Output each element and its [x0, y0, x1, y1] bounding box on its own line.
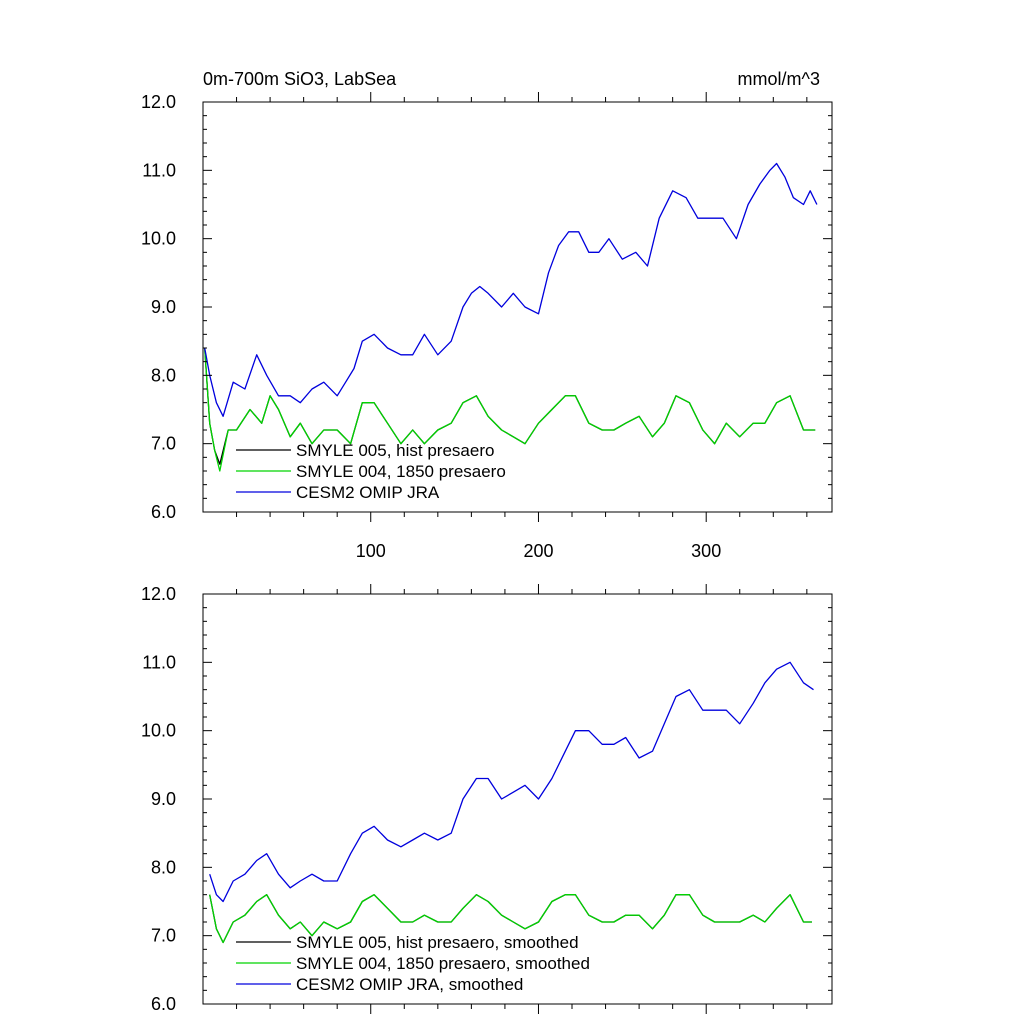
series-layer [204, 162, 818, 472]
y-tick-label: 12.0 [141, 584, 176, 604]
y-tick-label: 10.0 [141, 721, 176, 741]
legend-label: SMYLE 004, 1850 presaero [296, 462, 506, 481]
legend-label: CESM2 OMIP JRA [296, 483, 440, 502]
legend: SMYLE 005, hist presaero, smoothed SMYLE … [236, 933, 590, 994]
y-tick-label: 8.0 [151, 365, 176, 385]
series-line-smyle-004-1850-presaero [204, 347, 816, 472]
axes: 6.0 7.0 8.0 9.0 10.0 11.0 12.0 [141, 584, 832, 1014]
y-tick-label: 12.0 [141, 92, 176, 112]
y-tick-label: 7.0 [151, 926, 176, 946]
panel-title: 0m-700m SiO3, LabSea [203, 69, 397, 89]
y-tick-label: 8.0 [151, 857, 176, 877]
panel-bottom: 6.0 7.0 8.0 9.0 10.0 11.0 12.0 SMYLE 005, hist… [141, 584, 833, 1014]
series-layer [209, 661, 814, 944]
legend-label: SMYLE 005, hist presaero [296, 441, 494, 460]
series-line-smyle-004-1850-presaero-smoothed [209, 894, 812, 944]
series-line-cesm2-omip-jra-smoothed [209, 661, 814, 903]
y-tick-label: 11.0 [142, 160, 176, 180]
y-tick-label: 9.0 [151, 297, 176, 317]
y-tick-label: 6.0 [151, 994, 176, 1014]
series-line-cesm2-omip-jra [204, 162, 818, 417]
units-label: mmol/m^3 [738, 69, 820, 89]
y-tick-label: 6.0 [151, 502, 176, 522]
legend: SMYLE 005, hist presaero SMYLE 004, 1850 … [236, 441, 506, 502]
panel-top: 0m-700m SiO3, LabSea mmol/m^3 6.0 7.0 8.0 9… [141, 69, 833, 561]
y-tick-label: 10.0 [141, 229, 176, 249]
y-tick-label: 7.0 [151, 434, 176, 454]
x-tick-label: 100 [356, 541, 386, 561]
legend-label: SMYLE 004, 1850 presaero, smoothed [296, 954, 590, 973]
y-tick-label: 9.0 [151, 789, 176, 809]
legend-label: SMYLE 005, hist presaero, smoothed [296, 933, 579, 952]
x-tick-label: 300 [691, 541, 721, 561]
y-tick-label: 11.0 [142, 652, 176, 672]
legend-label: CESM2 OMIP JRA, smoothed [296, 975, 523, 994]
axes: 6.0 7.0 8.0 9.0 10.0 11.0 12.0 100 200 300 [141, 92, 832, 561]
x-tick-label: 200 [523, 541, 553, 561]
